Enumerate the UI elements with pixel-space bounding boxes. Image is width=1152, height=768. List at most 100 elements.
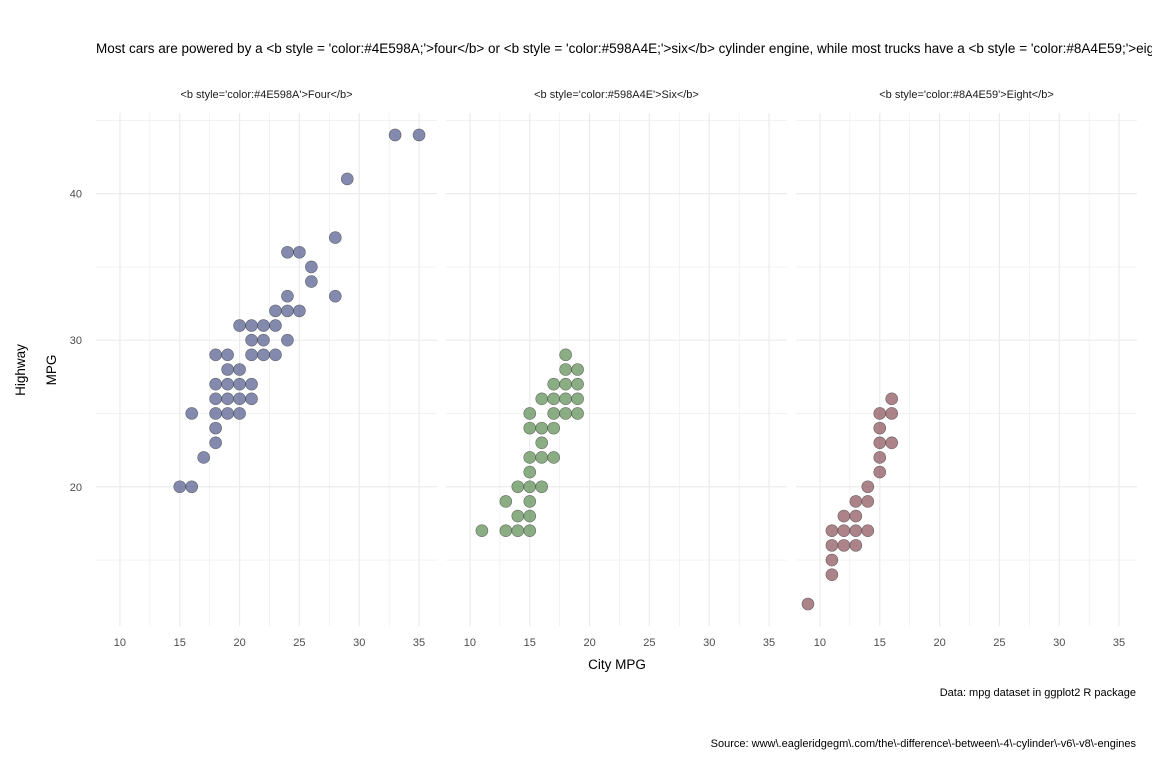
y-axis-title-line1: Highway bbox=[13, 344, 28, 396]
data-point bbox=[885, 436, 899, 450]
data-point bbox=[245, 348, 258, 362]
data-point bbox=[825, 524, 839, 538]
data-point bbox=[209, 421, 222, 435]
data-point bbox=[873, 436, 887, 450]
x-tick-label: 25 bbox=[293, 637, 305, 649]
x-tick-label: 25 bbox=[643, 637, 655, 649]
data-point bbox=[233, 377, 246, 391]
facet-strip-label: <b style='color:#4E598A'>Four</b> bbox=[180, 89, 352, 101]
data-point bbox=[547, 377, 560, 391]
data-point bbox=[825, 539, 839, 552]
x-tick-label: 30 bbox=[703, 637, 715, 649]
data-point bbox=[245, 319, 258, 332]
data-point bbox=[173, 480, 187, 494]
x-tick-label: 15 bbox=[174, 637, 186, 649]
data-point bbox=[873, 451, 887, 464]
data-point bbox=[245, 377, 258, 391]
data-point bbox=[523, 509, 537, 523]
data-point bbox=[328, 231, 342, 244]
data-point bbox=[185, 480, 199, 494]
x-tick-labels: 10 15 20 25 30 35 10 15 20 25 30 35 10 15 20 25 30 35 bbox=[114, 637, 1125, 649]
data-point bbox=[209, 407, 222, 420]
chart-title: Most cars are powered by a <b style = 'c… bbox=[96, 41, 1152, 56]
data-point bbox=[547, 392, 560, 406]
data-point bbox=[209, 392, 222, 406]
data-point bbox=[257, 348, 270, 362]
data-point bbox=[849, 509, 863, 523]
data-point bbox=[511, 509, 525, 523]
data-point bbox=[849, 524, 863, 538]
data-point bbox=[523, 451, 537, 464]
data-point bbox=[328, 289, 342, 303]
data-point bbox=[221, 348, 234, 362]
data-point bbox=[523, 421, 537, 435]
data-point bbox=[559, 407, 572, 420]
panels-layer bbox=[96, 113, 1137, 626]
data-point bbox=[281, 289, 294, 303]
data-point bbox=[535, 480, 549, 494]
y-tick-labels: 20 30 40 bbox=[70, 189, 82, 494]
data-point bbox=[535, 421, 549, 435]
data-point bbox=[825, 553, 839, 567]
data-point bbox=[825, 568, 839, 582]
facet-strip-label: <b style='color:#8A4E59'>Eight</b> bbox=[879, 89, 1054, 101]
data-point bbox=[559, 363, 572, 376]
y-tick-label: 40 bbox=[70, 189, 82, 201]
data-point bbox=[269, 319, 282, 332]
data-point bbox=[245, 333, 258, 347]
data-point bbox=[873, 407, 887, 420]
x-tick-label: 15 bbox=[874, 637, 886, 649]
x-tick-label: 35 bbox=[1113, 637, 1125, 649]
y-axis-title-line2: MPG bbox=[44, 355, 59, 386]
data-point bbox=[233, 407, 246, 420]
data-point bbox=[523, 524, 537, 538]
data-point bbox=[523, 407, 537, 420]
data-point bbox=[559, 392, 572, 406]
facet-panel bbox=[796, 113, 1137, 626]
data-point bbox=[305, 275, 318, 288]
facet-panel bbox=[96, 113, 437, 626]
data-point bbox=[559, 348, 572, 362]
data-point bbox=[535, 436, 549, 450]
data-point bbox=[185, 407, 199, 420]
facet-strip-label: <b style='color:#598A4E'>Six</b> bbox=[534, 89, 699, 101]
data-point bbox=[475, 524, 489, 538]
data-point bbox=[257, 333, 270, 347]
data-point bbox=[269, 348, 282, 362]
data-point bbox=[547, 451, 560, 464]
y-tick-label: 20 bbox=[70, 482, 82, 494]
x-tick-label: 25 bbox=[993, 637, 1005, 649]
data-point bbox=[523, 465, 537, 479]
data-point bbox=[801, 597, 815, 611]
data-point bbox=[849, 495, 863, 508]
y-tick-label: 30 bbox=[70, 335, 82, 347]
x-tick-label: 20 bbox=[233, 637, 245, 649]
data-point bbox=[233, 363, 246, 376]
data-point bbox=[257, 319, 270, 332]
data-point bbox=[221, 407, 234, 420]
x-axis-title: City MPG bbox=[588, 657, 646, 672]
x-tick-label: 30 bbox=[353, 637, 365, 649]
data-point bbox=[547, 421, 560, 435]
data-point bbox=[233, 392, 246, 406]
data-point bbox=[547, 407, 560, 420]
data-point bbox=[197, 451, 210, 464]
data-point bbox=[885, 407, 899, 420]
x-tick-label: 20 bbox=[583, 637, 595, 649]
data-point bbox=[849, 539, 863, 552]
x-tick-label: 10 bbox=[464, 637, 476, 649]
data-point bbox=[281, 245, 294, 259]
data-point bbox=[305, 260, 318, 274]
data-point bbox=[511, 524, 525, 538]
data-point bbox=[293, 304, 306, 318]
data-point bbox=[209, 377, 222, 391]
data-point bbox=[861, 480, 875, 494]
data-point bbox=[340, 172, 354, 186]
x-tick-label: 35 bbox=[413, 637, 425, 649]
data-point bbox=[861, 495, 875, 508]
facet-panel bbox=[446, 113, 787, 626]
data-point bbox=[837, 539, 851, 552]
x-tick-label: 10 bbox=[814, 637, 826, 649]
data-point bbox=[535, 451, 549, 464]
data-point bbox=[499, 495, 513, 508]
